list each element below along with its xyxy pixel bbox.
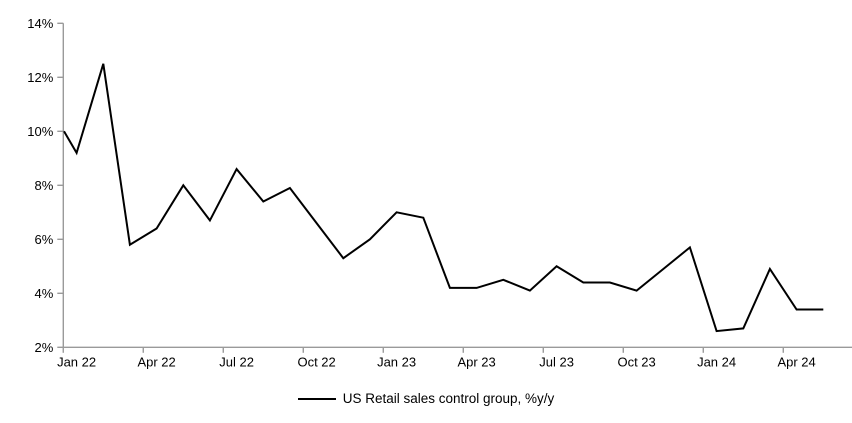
y-axis-tick-label: 4% xyxy=(35,286,54,301)
x-axis-tick-label: Oct 22 xyxy=(297,354,335,369)
y-axis-tick-label: 12% xyxy=(27,70,53,85)
y-axis-tick-label: 8% xyxy=(35,178,54,193)
x-axis-tick-label: Jan 22 xyxy=(57,354,96,369)
y-axis-tick-label: 14% xyxy=(27,16,53,31)
x-axis-tick-label: Apr 24 xyxy=(777,354,815,369)
y-axis-tick-label: 10% xyxy=(27,124,53,139)
x-axis-tick-label: Apr 22 xyxy=(137,354,175,369)
y-axis-tick-label: 6% xyxy=(35,232,54,247)
y-axis-tick-label: 2% xyxy=(35,340,54,355)
x-axis-tick-label: Jan 23 xyxy=(377,354,416,369)
x-axis-tick-label: Jan 24 xyxy=(697,354,736,369)
x-axis-tick-label: Jul 22 xyxy=(219,354,254,369)
x-axis-tick-label: Oct 23 xyxy=(617,354,655,369)
data-line-us-retail-sales-control-group xyxy=(63,63,824,333)
x-axis-tick-label: Jul 23 xyxy=(539,354,574,369)
x-axis-tick-label: Apr 23 xyxy=(457,354,495,369)
